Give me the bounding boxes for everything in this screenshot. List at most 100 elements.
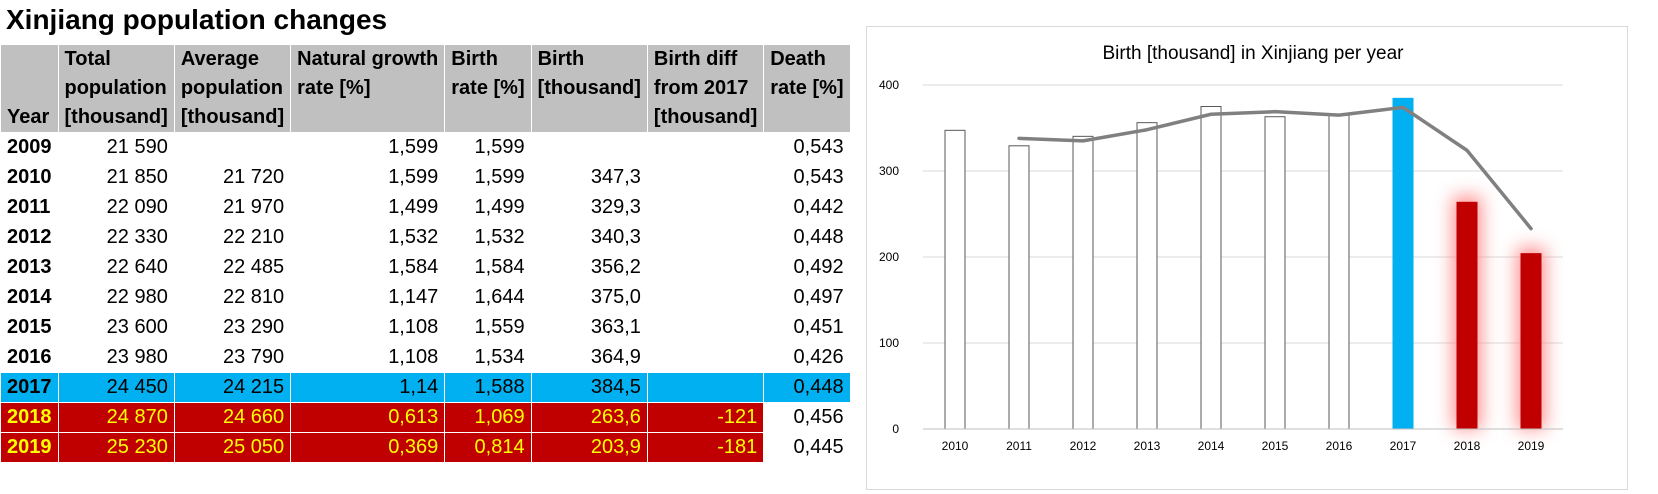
cell-total: 22 640 (57, 252, 175, 283)
cell-natural: 1,499 (290, 192, 446, 223)
table-row: 2017 24 450 24 215 1,14 1,588 384,5 0,448 (0, 372, 851, 403)
cell-natural: 1,599 (290, 162, 446, 193)
cell-birth: 363,1 (530, 312, 648, 343)
birth-chart-svg: Birth [thousand] in Xinjiang per year 0 10… (879, 43, 1563, 453)
cell-average: 21 720 (173, 162, 292, 193)
y-tick-label: 200 (879, 250, 899, 264)
cell-birth-rate: 1,588 (444, 372, 532, 403)
header-birth-rate-line: Birth (451, 48, 498, 70)
cell-death: 0,426 (763, 342, 851, 373)
x-tick-label: 2018 (1454, 439, 1481, 453)
header-death-line: Death (770, 48, 826, 70)
birth-chart: Birth [thousand] in Xinjiang per year 0 10… (866, 26, 1628, 490)
chart-title: Birth [thousand] in Xinjiang per year (1102, 43, 1404, 64)
header-birth-rate-line: rate [%] (451, 77, 525, 99)
cell-birth-rate: 1,599 (444, 132, 532, 163)
cell-death: 0,543 (763, 162, 851, 193)
header-birth-line: [thousand] (537, 77, 641, 99)
x-tick-label: 2017 (1390, 439, 1417, 453)
cell-death: 0,492 (763, 252, 851, 283)
bar (1328, 114, 1350, 430)
cell-birth-rate: 1,584 (444, 252, 532, 283)
cell-natural: 1,599 (290, 132, 446, 163)
bar (944, 129, 966, 430)
cell-birth-diff: -121 (646, 402, 765, 433)
cell-death: 0,448 (763, 222, 851, 253)
cell-birth-diff (646, 372, 765, 403)
cell-birth-rate: 1,499 (444, 192, 532, 223)
cell-birth: 356,2 (530, 252, 648, 283)
y-tick-label: 300 (879, 164, 899, 178)
cell-total: 21 590 (57, 132, 175, 163)
x-tick-label: 2010 (942, 439, 969, 453)
cell-natural: 1,14 (290, 372, 446, 403)
cell-total: 22 090 (57, 192, 175, 223)
header-total-line: Total (64, 48, 111, 70)
bar (1520, 253, 1542, 430)
cell-birth-rate: 1,069 (444, 402, 532, 433)
population-table: Year Total population [thousand] Average… (0, 44, 851, 463)
cell-birth-diff (646, 162, 765, 193)
cell-average: 23 790 (173, 342, 292, 373)
table-row: 2019 25 230 25 050 0,369 0,814 203,9 -181 0,445 (0, 432, 851, 463)
table-row: 2016 23 980 23 790 1,108 1,534 364,9 0,426 (0, 342, 851, 373)
header-average-line: Average (180, 48, 260, 70)
cell-natural: 1,108 (290, 342, 446, 373)
header-birth: Birth [thousand] (530, 44, 648, 133)
y-tick-label: 100 (879, 336, 899, 350)
bar (1392, 97, 1414, 430)
header-birth-diff-line: [thousand] (653, 106, 758, 128)
cell-natural: 1,584 (290, 252, 446, 283)
cell-total: 21 850 (57, 162, 175, 193)
cell-birth (530, 132, 648, 163)
cell-birth-diff (646, 312, 765, 343)
cell-total: 24 450 (57, 372, 175, 403)
cell-total: 22 330 (57, 222, 175, 253)
header-natural-line: rate [%] (297, 77, 371, 99)
cell-year: 2013 (0, 252, 59, 283)
table-row: 2012 22 330 22 210 1,532 1,532 340,3 0,448 (0, 222, 851, 253)
table-row: 2018 24 870 24 660 0,613 1,069 263,6 -121 0,456 (0, 402, 851, 433)
header-year: Year (0, 44, 59, 133)
header-natural-line: Natural growth (297, 48, 439, 70)
table-row: 2015 23 600 23 290 1,108 1,559 363,1 0,451 (0, 312, 851, 343)
header-death-line: rate [%] (770, 77, 844, 99)
cell-birth-rate: 1,644 (444, 282, 532, 313)
x-tick-label: 2014 (1198, 439, 1225, 453)
cell-birth: 347,3 (530, 162, 648, 193)
cell-birth: 329,3 (530, 192, 648, 223)
cell-death: 0,456 (763, 402, 851, 433)
table-row: 2014 22 980 22 810 1,147 1,644 375,0 0,497 (0, 282, 851, 313)
cell-year: 2018 (0, 402, 59, 433)
cell-death: 0,445 (763, 432, 851, 463)
header-average-line: [thousand] (180, 106, 285, 128)
cell-birth: 364,9 (530, 342, 648, 373)
y-tick-label: 0 (892, 422, 899, 436)
cell-death: 0,442 (763, 192, 851, 223)
cell-average (173, 132, 292, 163)
cell-birth-diff: -181 (646, 432, 765, 463)
cell-year: 2012 (0, 222, 59, 253)
cell-total: 25 230 (57, 432, 175, 463)
header-birth-diff-line: Birth diff (653, 48, 738, 70)
cell-death: 0,451 (763, 312, 851, 343)
cell-natural: 1,147 (290, 282, 446, 313)
table-body: 2009 21 590 1,599 1,599 0,543 2010 21 850 21 72… (0, 132, 851, 463)
cell-year: 2010 (0, 162, 59, 193)
cell-average: 24 215 (173, 372, 292, 403)
cell-birth-rate: 0,814 (444, 432, 532, 463)
header-total-line: [thousand] (64, 106, 168, 128)
cell-average: 25 050 (173, 432, 292, 463)
cell-total: 23 980 (57, 342, 175, 373)
cell-year: 2019 (0, 432, 59, 463)
cell-birth: 340,3 (530, 222, 648, 253)
cell-year: 2011 (0, 192, 59, 223)
bar (1264, 116, 1286, 430)
x-tick-label: 2019 (1518, 439, 1545, 453)
page-title: Xinjiang population changes (6, 4, 388, 35)
cell-death: 0,497 (763, 282, 851, 313)
header-average-line: population (180, 77, 284, 99)
cell-average: 22 210 (173, 222, 292, 253)
header-birth-rate: Birth rate [%] (444, 44, 532, 133)
